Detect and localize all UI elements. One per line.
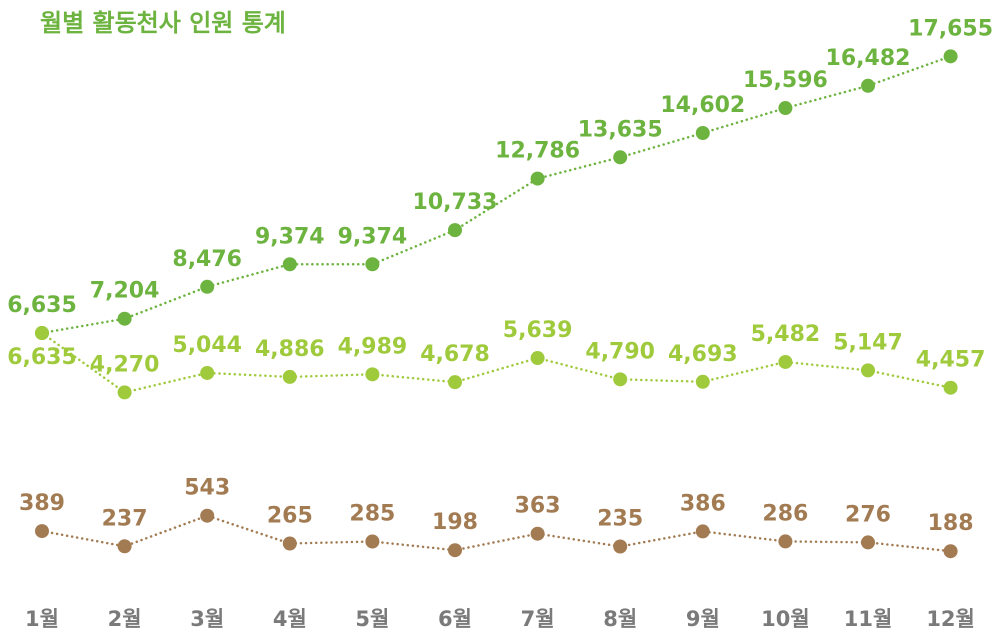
data-label: 389 [19, 491, 65, 516]
point [861, 535, 875, 550]
x-tick-label: 7월 [521, 607, 555, 631]
x-tick-label: 4월 [273, 607, 307, 631]
point [117, 311, 132, 326]
x-tick-label: 1월 [25, 607, 59, 631]
chart-title: 월별 활동천사 인원 통계 [40, 9, 286, 37]
point [778, 354, 793, 369]
point [282, 369, 297, 384]
data-label: 237 [102, 506, 148, 531]
data-label: 9,374 [255, 224, 325, 249]
data-label: 363 [515, 494, 561, 519]
data-label: 5,482 [751, 322, 821, 347]
data-label: 8,476 [172, 247, 242, 272]
data-label: 6,635 [7, 293, 77, 318]
point [695, 126, 710, 141]
data-label: 286 [762, 501, 808, 526]
point [695, 374, 710, 389]
data-label: 17,655 [908, 16, 993, 41]
data-label: 6,635 [7, 345, 77, 370]
point [861, 78, 875, 93]
data-label: 5,044 [172, 333, 242, 358]
point [530, 171, 545, 186]
point [448, 223, 462, 238]
x-tick-label: 11월 [844, 607, 893, 631]
point [117, 539, 132, 554]
data-label: 276 [845, 502, 891, 527]
point [530, 526, 545, 541]
data-label: 10,733 [413, 190, 498, 215]
point [200, 279, 215, 294]
data-label: 13,635 [578, 117, 663, 142]
data-label: 198 [432, 510, 478, 535]
series-line [40, 514, 952, 553]
x-tick-label: 12월 [926, 607, 975, 631]
data-label: 7,204 [90, 279, 160, 304]
data-label: 543 [184, 476, 230, 501]
point [530, 351, 545, 366]
point [200, 508, 215, 523]
point [282, 257, 297, 272]
x-tick-label: 6월 [438, 607, 472, 631]
data-label: 235 [597, 507, 643, 532]
data-label: 4,790 [585, 339, 655, 364]
point [35, 524, 49, 539]
data-label: 4,989 [338, 334, 408, 359]
x-tick-label: 3월 [190, 607, 224, 631]
point [778, 101, 793, 116]
data-label: 285 [349, 502, 395, 527]
point [778, 534, 793, 549]
series-line [40, 55, 952, 335]
data-label: 16,482 [826, 46, 911, 71]
point [613, 150, 628, 165]
data-label: 9,374 [338, 224, 408, 249]
data-label: 15,596 [743, 68, 828, 93]
point [943, 380, 958, 395]
point [448, 543, 462, 558]
data-label: 5,147 [833, 330, 903, 355]
point [282, 536, 297, 551]
point [695, 524, 710, 539]
x-tick-label: 9월 [686, 607, 720, 631]
data-label: 188 [928, 511, 974, 536]
data-label: 4,270 [90, 352, 160, 377]
data-label: 12,786 [495, 139, 580, 164]
point [943, 49, 958, 64]
point [365, 367, 380, 382]
data-label: 386 [680, 491, 726, 516]
point [613, 539, 628, 554]
x-tick-label: 5월 [355, 607, 389, 631]
data-label: 4,457 [916, 348, 986, 373]
point [35, 326, 49, 341]
point [117, 385, 132, 400]
point [365, 534, 380, 549]
point [365, 257, 380, 272]
data-label: 5,639 [503, 318, 573, 343]
point [200, 365, 215, 380]
point [861, 363, 875, 378]
point [448, 375, 462, 390]
x-tick-label: 10월 [761, 607, 810, 631]
data-label: 265 [267, 504, 313, 529]
point [943, 544, 958, 559]
x-tick-label: 8월 [603, 607, 637, 631]
x-tick-label: 2월 [108, 607, 142, 631]
point [613, 372, 628, 387]
data-label: 4,693 [668, 342, 738, 367]
data-label: 14,602 [660, 93, 745, 118]
data-label: 4,886 [255, 337, 325, 362]
data-label: 4,678 [420, 342, 490, 367]
series-line [40, 331, 952, 394]
